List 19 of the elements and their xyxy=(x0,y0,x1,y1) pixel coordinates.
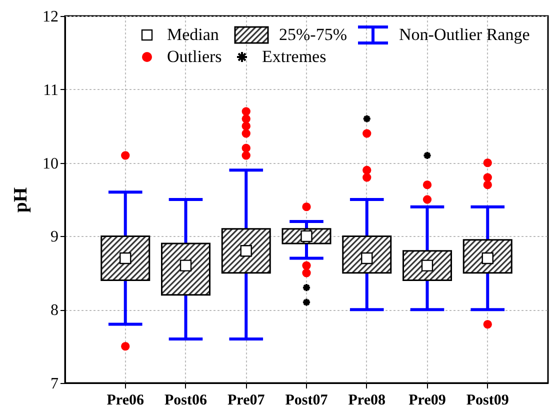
x-tick-label: Pre06 xyxy=(106,392,144,408)
y-tick-label: 11 xyxy=(43,82,58,99)
x-tick-label: Pre08 xyxy=(348,392,386,408)
x-tick-label: Pre09 xyxy=(408,392,446,408)
x-tick-label: Pre07 xyxy=(228,392,266,408)
annotation: 25%-75% xyxy=(279,25,347,45)
annotation: Non-Outlier Range xyxy=(399,25,530,45)
y-tick-label: 10 xyxy=(42,155,58,172)
x-tick-label: Post06 xyxy=(164,392,208,408)
x-tick-label: Post07 xyxy=(285,392,328,408)
annotation: Outliers xyxy=(167,47,222,67)
annotation: Median xyxy=(167,25,219,45)
x-tick-label: Post09 xyxy=(466,392,509,408)
legend-label: Extremes xyxy=(262,47,326,67)
y-tick-label: 12 xyxy=(42,8,58,26)
y-axis-title: pH xyxy=(10,187,32,213)
y-tick-label: 9 xyxy=(50,228,58,246)
y-tick-label: 8 xyxy=(50,302,58,320)
y-tick-label: 7 xyxy=(50,376,58,392)
